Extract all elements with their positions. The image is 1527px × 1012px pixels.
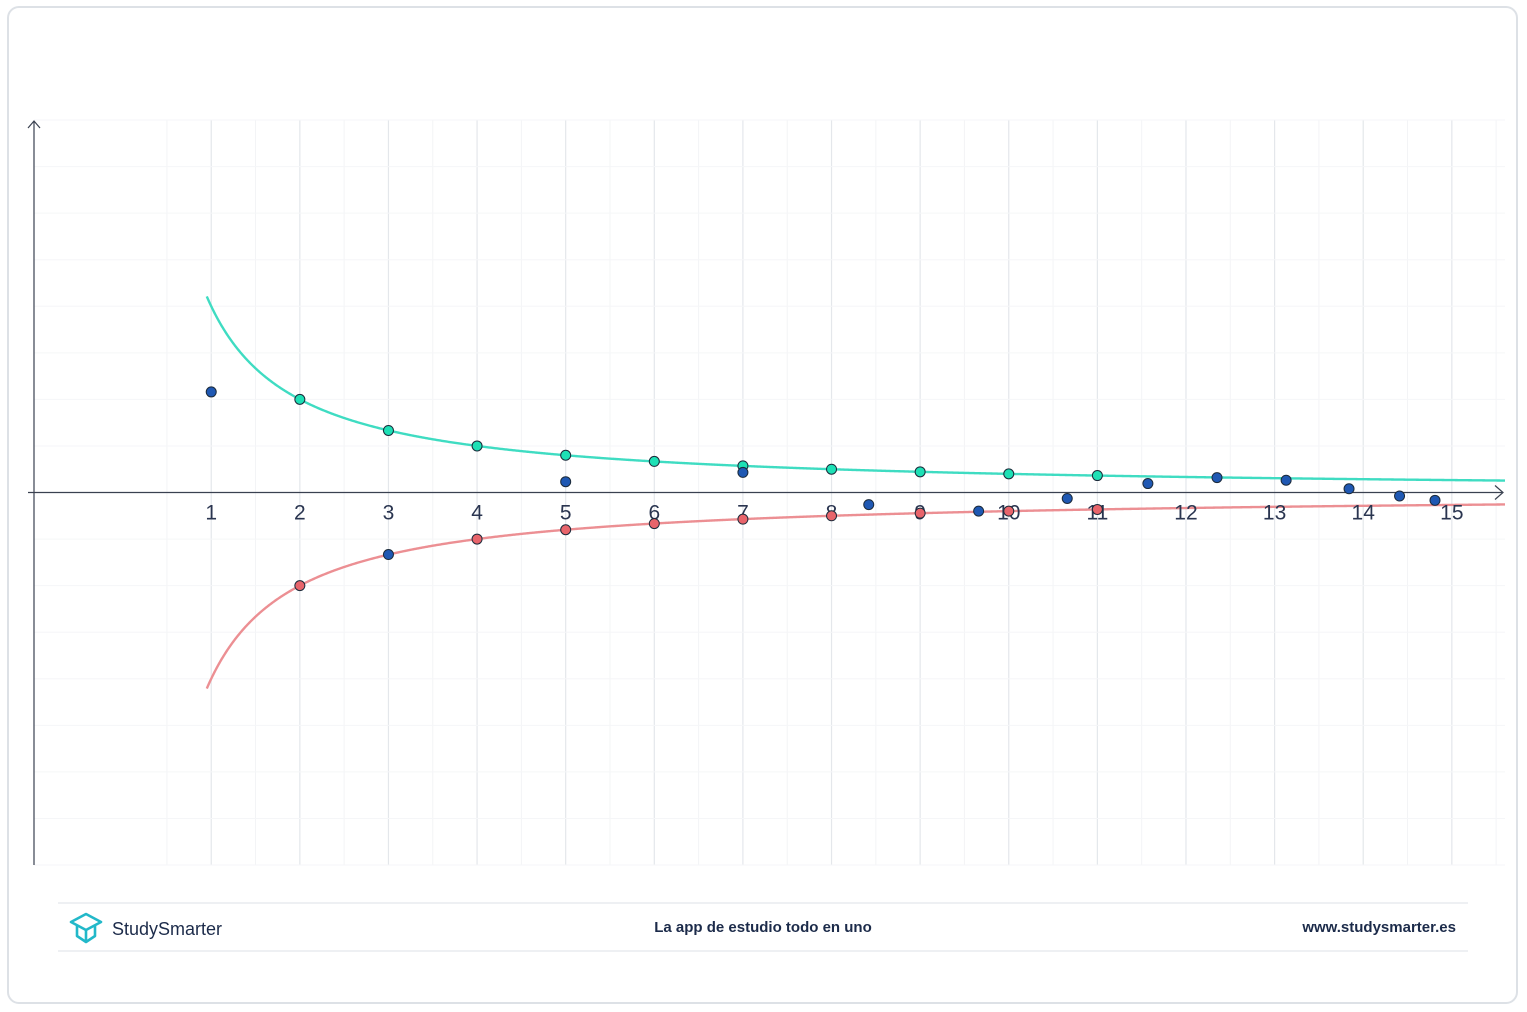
- data-point: [1429, 494, 1441, 506]
- data-point: [1091, 470, 1103, 482]
- x-axis-arrow-icon: [1494, 485, 1504, 500]
- x-tick-label: 1: [205, 502, 217, 525]
- data-point: [973, 505, 985, 517]
- curve-line: [205, 503, 1506, 690]
- data-point: [863, 499, 875, 511]
- brand[interactable]: StudySmarter: [68, 912, 222, 946]
- data-point: [826, 510, 838, 522]
- data-point: [1142, 478, 1154, 490]
- website-link[interactable]: www.studysmarter.es: [1302, 919, 1456, 936]
- data-point: [471, 440, 483, 452]
- data-point: [1091, 503, 1103, 515]
- x-tick-label: 6: [648, 502, 660, 525]
- x-tick-label: 4: [471, 502, 483, 525]
- data-point: [914, 507, 926, 519]
- data-point: [1061, 492, 1073, 504]
- data-point: [737, 513, 749, 525]
- x-tick-label: 5: [560, 502, 572, 525]
- data-point: [1280, 474, 1292, 486]
- tagline: La app de estudio todo en uno: [654, 919, 872, 936]
- chart: 123456789101112131415: [27, 119, 1506, 866]
- data-point: [826, 463, 838, 475]
- data-point: [560, 476, 572, 488]
- data-point: [294, 580, 306, 592]
- x-tick-label: 14: [1352, 502, 1376, 525]
- axes: [27, 120, 1504, 865]
- figure-frame: [7, 6, 1518, 1004]
- x-tick-label: 12: [1174, 502, 1197, 525]
- y-axis-arrow-icon: [27, 120, 41, 129]
- data-point: [382, 549, 394, 561]
- x-tick-label: 15: [1440, 502, 1463, 525]
- data-point: [648, 455, 660, 467]
- data-point: [737, 466, 749, 478]
- data-point: [1003, 505, 1015, 517]
- data-point: [1394, 490, 1406, 502]
- data-point: [1003, 468, 1015, 480]
- footer: StudySmarter La app de estudio todo en u…: [58, 902, 1468, 952]
- data-point: [1211, 472, 1223, 484]
- x-tick-label: 3: [383, 502, 395, 525]
- brand-name: StudySmarter: [112, 918, 223, 939]
- data-points: [205, 386, 1441, 592]
- data-point: [560, 524, 572, 536]
- x-tick-label: 13: [1263, 502, 1286, 525]
- data-point: [205, 386, 217, 398]
- data-point: [648, 518, 660, 530]
- data-point: [294, 393, 306, 405]
- curve-line: [205, 295, 1506, 482]
- data-point: [1343, 483, 1355, 495]
- x-tick-label: 7: [737, 502, 749, 525]
- studysmarter-logo-icon: [69, 912, 103, 944]
- data-point: [560, 449, 572, 461]
- data-point: [471, 533, 483, 545]
- data-point: [382, 424, 394, 436]
- data-point: [914, 466, 926, 478]
- x-tick-label: 2: [294, 502, 306, 525]
